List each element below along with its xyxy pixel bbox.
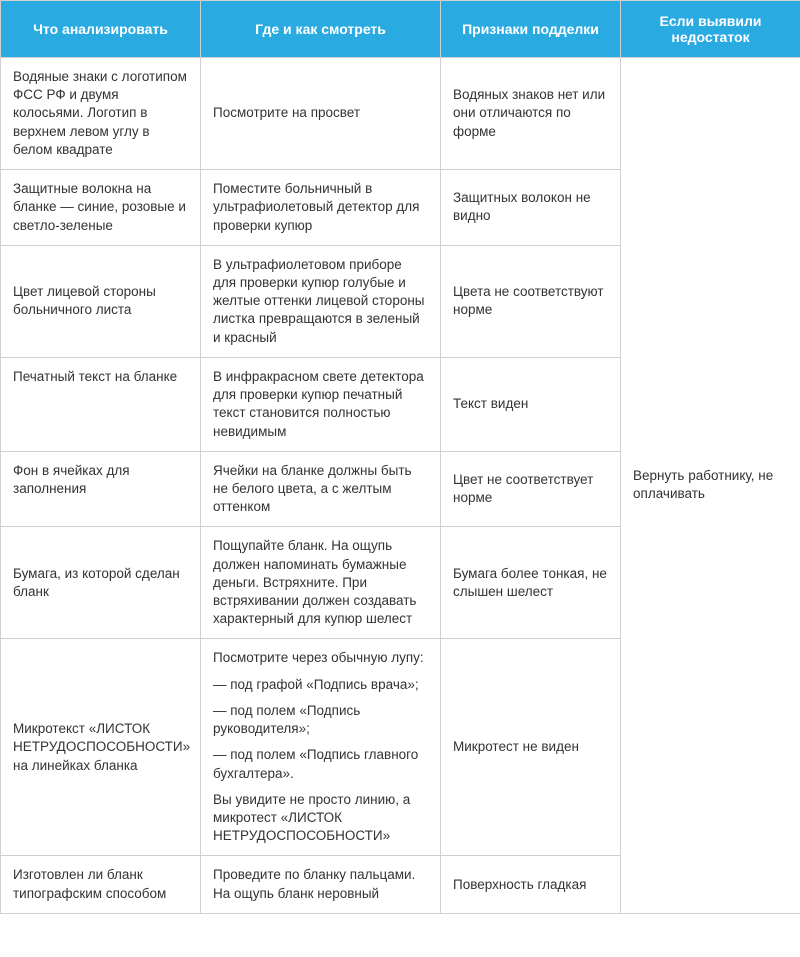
cell-how: Проведите по бланку пальцами. На ощупь б… <box>201 856 441 913</box>
cell-how-multiblock: Посмотрите через обычную лупу: — под гра… <box>201 639 441 856</box>
cell-how: Ячейки на бланке должны быть не белого ц… <box>201 451 441 527</box>
cell-what: Изготовлен ли бланк типографским способо… <box>1 856 201 913</box>
cell-sign: Бумага более тонкая, не слышен шелест <box>441 527 621 639</box>
table-row: Водяные знаки с логотипом ФСС РФ и двумя… <box>1 58 800 170</box>
header-row: Что анализировать Где и как смотреть При… <box>1 1 800 58</box>
text-block: Посмотрите через обычную лупу: <box>213 649 428 667</box>
col-header-4: Если выявили недостаток <box>621 1 800 58</box>
col-header-3: Признаки подделки <box>441 1 621 58</box>
verification-table: Что анализировать Где и как смотреть При… <box>0 0 800 914</box>
cell-what: Водяные знаки с логотипом ФСС РФ и двумя… <box>1 58 201 170</box>
col-header-2: Где и как смотреть <box>201 1 441 58</box>
cell-sign: Поверхность гладкая <box>441 856 621 913</box>
cell-sign: Защитных волокон не видно <box>441 170 621 246</box>
cell-how: Пощупайте бланк. На ощупь должен напомин… <box>201 527 441 639</box>
text-block: — под графой «Подпись врача»; <box>213 676 428 694</box>
cell-what: Фон в ячейках для заполнения <box>1 451 201 527</box>
cell-what: Печатный текст на бланке <box>1 357 201 451</box>
col-header-1: Что анализировать <box>1 1 201 58</box>
cell-how: В ультрафиолетовом приборе для проверки … <box>201 245 441 357</box>
cell-how: Поместите больничный в ультрафиолетовый … <box>201 170 441 246</box>
cell-what: Бумага, из которой сделан бланк <box>1 527 201 639</box>
cell-sign: Водяных знаков нет или они отличаются по… <box>441 58 621 170</box>
cell-what: Цвет лицевой стороны больничного листа <box>1 245 201 357</box>
cell-sign: Микротест не виден <box>441 639 621 856</box>
cell-sign: Текст виден <box>441 357 621 451</box>
text-block: Вы увидите не просто линию, а микротест … <box>213 791 428 846</box>
cell-how: В инфракрасном свете детектора для прове… <box>201 357 441 451</box>
text-block: — под полем «Подпись главного бухгалтера… <box>213 746 428 782</box>
cell-what: Защитные волокна на бланке — синие, розо… <box>1 170 201 246</box>
cell-sign: Цвет не соответствует норме <box>441 451 621 527</box>
text-block: — под полем «Подпись руководителя»; <box>213 702 428 738</box>
cell-how: Посмотрите на просвет <box>201 58 441 170</box>
cell-sign: Цвета не соответствуют норме <box>441 245 621 357</box>
cell-what: Микротекст «ЛИСТОК НЕТРУДОСПОСОБНОСТИ» н… <box>1 639 201 856</box>
cell-action-merged: Вернуть работнику, не оплачивать <box>621 58 800 914</box>
